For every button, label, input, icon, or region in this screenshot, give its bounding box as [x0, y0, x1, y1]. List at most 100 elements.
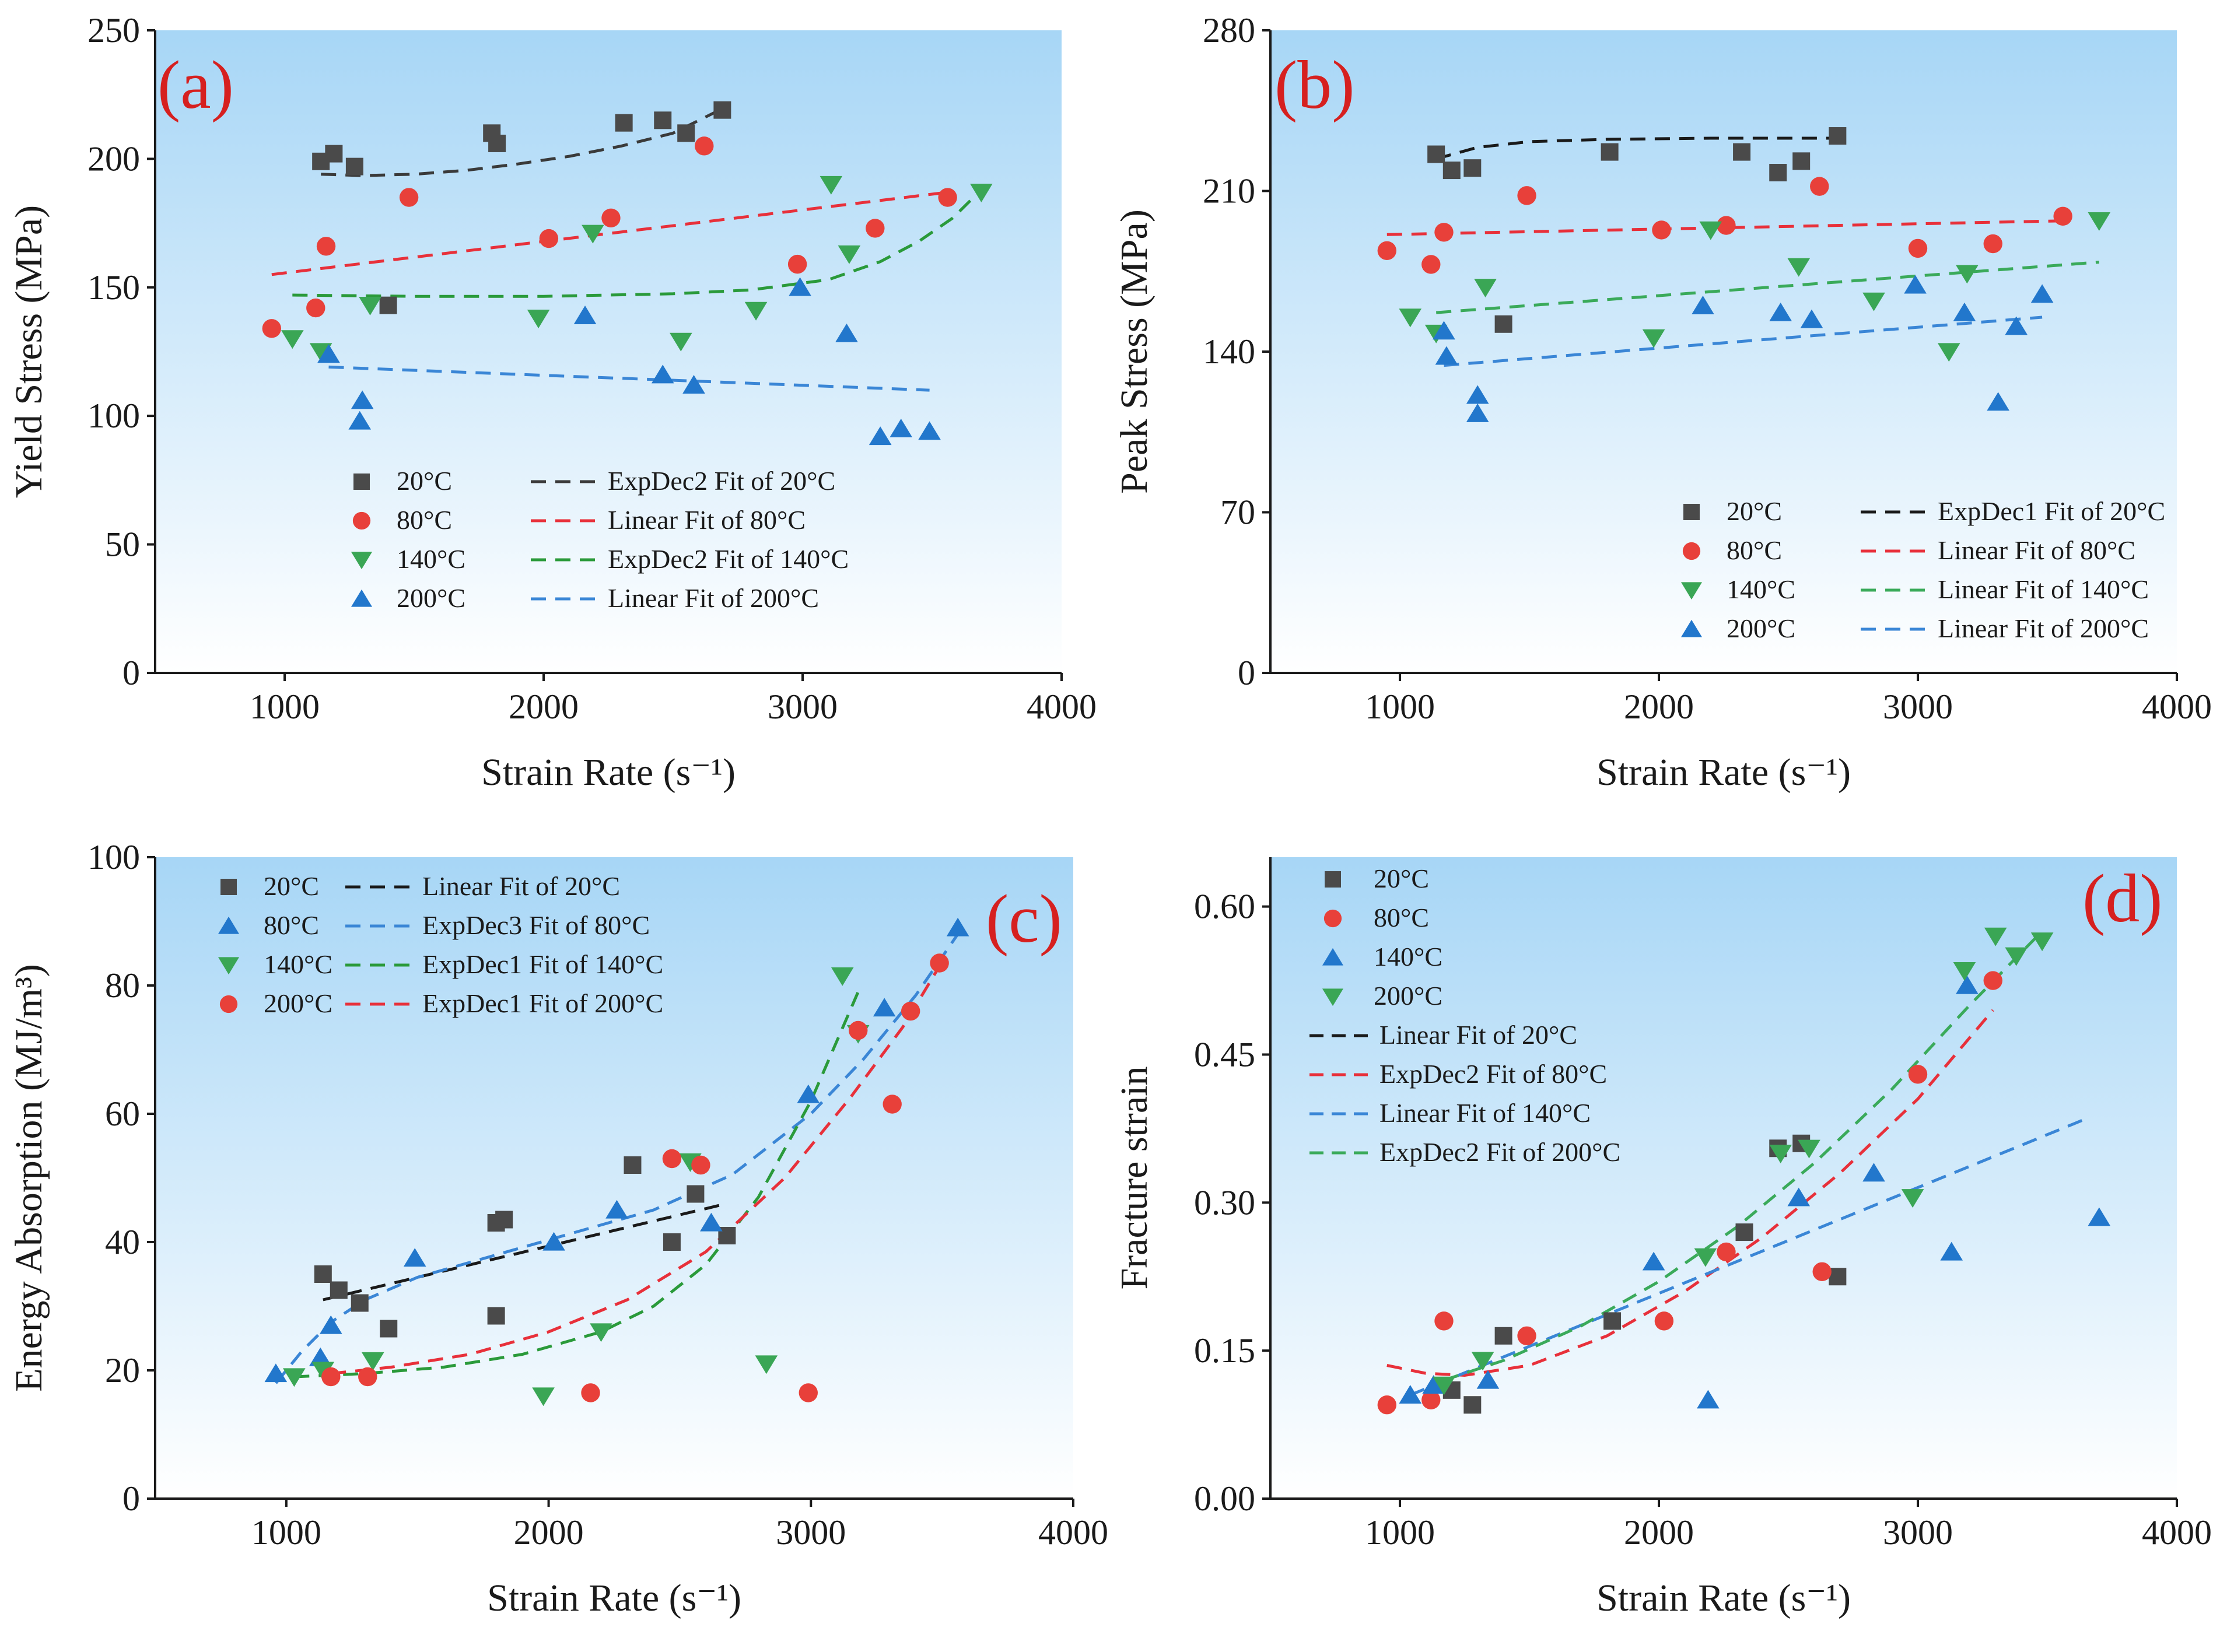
y-tick-label: 150: [87, 268, 140, 307]
data-point: [2005, 316, 2028, 335]
data-point: [1908, 238, 1928, 258]
data-point: [687, 1185, 705, 1203]
fit-line: [271, 191, 948, 276]
data-point: [1717, 1242, 1736, 1262]
data-point: [677, 124, 695, 142]
data-point: [1692, 296, 1714, 314]
data-point: [1463, 1396, 1482, 1414]
legend-marker: [1322, 948, 1344, 966]
plot-area: [155, 30, 1062, 673]
legend-label: ExpDec1 Fit of 140°C: [422, 949, 663, 979]
data-point: [695, 136, 714, 156]
fit-line: [1435, 136, 1838, 160]
data-point: [1517, 186, 1536, 205]
data-point: [1984, 927, 2007, 946]
data-point: [1983, 234, 2002, 254]
legend-label: Linear Fit of 20°C: [1379, 1020, 1577, 1050]
data-point: [1433, 1376, 1455, 1395]
x-tick-label: 1000: [251, 1513, 321, 1552]
fit-line: [1386, 1009, 1994, 1377]
plot-area: [155, 857, 1073, 1499]
legend-label: ExpDec2 Fit of 80°C: [1379, 1059, 1607, 1089]
legend: 20°C ExpDec1 Fit of 20°C 80°C Linear Fit of…: [1680, 496, 2165, 643]
data-point: [361, 1352, 384, 1371]
y-tick-label: 0.00: [1194, 1479, 1255, 1518]
data-point: [1377, 1395, 1396, 1415]
data-point: [890, 418, 913, 437]
data-point: [744, 301, 768, 321]
data-point: [869, 426, 892, 446]
data-point: [2088, 1207, 2111, 1226]
legend-label: ExpDec1 Fit of 20°C: [1938, 496, 2165, 526]
data-point: [311, 1362, 335, 1381]
data-point: [799, 1383, 818, 1402]
data-point: [1956, 265, 1979, 284]
data-point: [351, 390, 374, 409]
data-point: [691, 1155, 710, 1175]
data-point: [663, 1233, 681, 1251]
data-point: [662, 1149, 682, 1169]
x-tick-label: 4000: [2142, 688, 2212, 726]
data-point: [713, 101, 731, 119]
legend-marker: [1680, 582, 1703, 600]
data-point: [1904, 275, 1927, 294]
data-point: [1377, 241, 1396, 261]
fit-line: [331, 965, 941, 1375]
data-point: [1983, 971, 2002, 990]
data-point: [1956, 975, 1979, 994]
data-point: [849, 1020, 868, 1040]
data-point: [1466, 404, 1489, 422]
data-point: [1810, 177, 1829, 196]
data-point: [1862, 1163, 1885, 1182]
data-point: [601, 208, 621, 227]
data-point: [873, 998, 896, 1017]
data-point: [1733, 143, 1751, 161]
legend-label: Linear Fit of 200°C: [1938, 613, 2149, 643]
data-point: [527, 310, 550, 328]
data-point: [379, 296, 397, 314]
data-point: [654, 111, 672, 129]
data-point: [1769, 302, 1792, 321]
panel-label: (b): [1274, 47, 1355, 123]
x-tick-label: 4000: [1027, 688, 1097, 726]
x-axis-title: Strain Rate (s⁻¹): [1596, 1577, 1851, 1619]
data-point: [1442, 162, 1461, 180]
data-point: [1399, 308, 1422, 328]
y-axis-title: Energy Absorption (MJ/m³): [8, 964, 50, 1392]
y-tick-label: 40: [105, 1223, 140, 1261]
data-point: [359, 296, 381, 315]
data-point: [970, 184, 993, 202]
data-point: [820, 176, 843, 195]
legend-label: 200°C: [1374, 981, 1442, 1011]
data-point: [787, 254, 807, 274]
data-point: [1862, 292, 1885, 311]
data-point: [1421, 1390, 1441, 1409]
data-point: [866, 219, 885, 238]
data-point: [700, 1212, 723, 1232]
chart-panel-d: 1000 2000 3000 4000 0.00 0.15 0.30 0.45 0.60 Stra…: [1113, 857, 2212, 1619]
data-point: [316, 237, 336, 256]
legend: 20°C 80°C 140°C 200°C Linear Fit of 20°C ExpD…: [1309, 864, 1620, 1167]
legend-label: 20°C: [397, 466, 452, 496]
fit-line: [328, 365, 930, 392]
legend-label: 80°C: [1374, 903, 1429, 932]
data-point: [1603, 1312, 1622, 1330]
data-point: [1798, 1139, 1820, 1159]
data-point: [1427, 145, 1445, 163]
data-point: [306, 298, 325, 318]
data-point: [539, 229, 559, 248]
legend-label: ExpDec2 Fit of 20°C: [608, 466, 835, 496]
fit-line: [323, 1202, 727, 1302]
legend-label: 140°C: [264, 949, 332, 979]
y-tick-label: 0: [1238, 654, 1255, 692]
legend-label: ExpDec3 Fit of 80°C: [422, 910, 650, 940]
legend-label: 140°C: [1727, 574, 1795, 604]
data-point: [1434, 223, 1454, 242]
data-point: [838, 245, 861, 264]
x-tick-label: 2000: [514, 1513, 584, 1552]
data-point: [1953, 962, 1976, 981]
data-point: [1769, 1145, 1792, 1163]
data-point: [1792, 152, 1811, 170]
data-point: [1421, 255, 1441, 274]
